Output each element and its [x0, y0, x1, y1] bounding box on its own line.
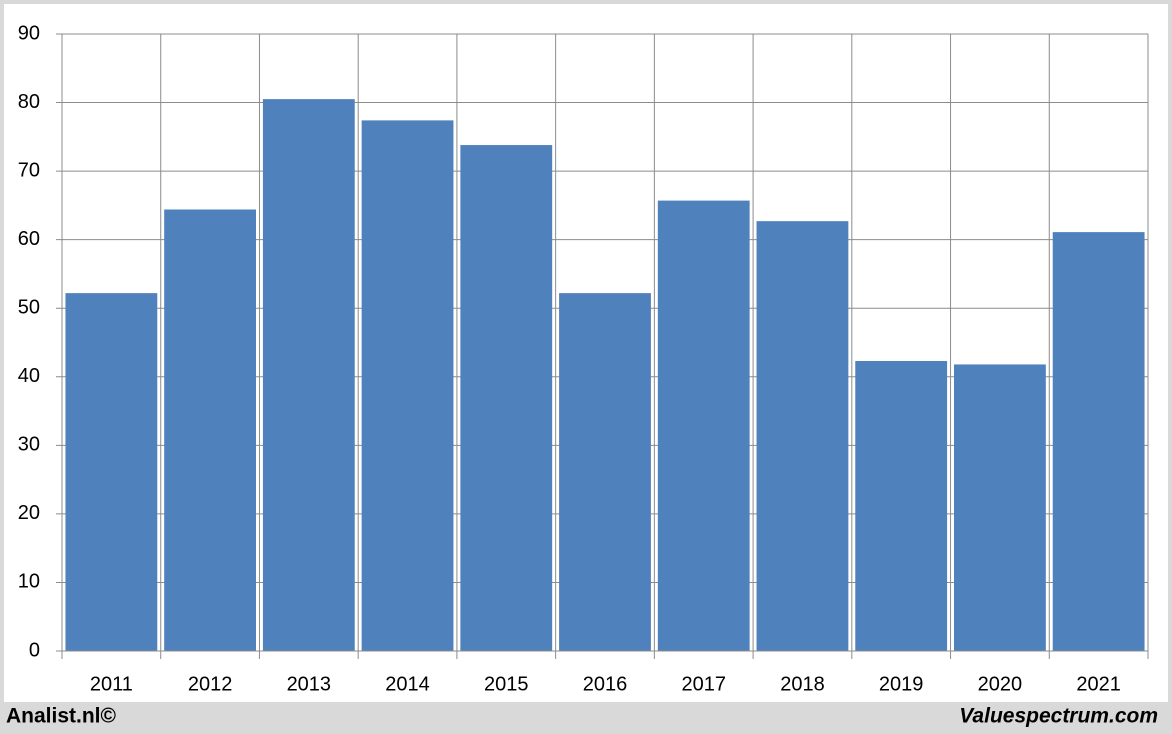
bar [262, 99, 355, 651]
footer-left: Analist.nl© [6, 705, 117, 728]
x-tick-label: 2019 [879, 673, 924, 695]
y-tick-label: 20 [18, 502, 40, 524]
bar [855, 361, 948, 651]
bar [65, 293, 158, 651]
x-tick-label: 2013 [287, 673, 332, 695]
y-tick-label: 60 [18, 228, 40, 250]
y-tick-label: 10 [18, 571, 40, 593]
y-tick-label: 50 [18, 297, 40, 319]
y-tick-label: 90 [18, 22, 40, 44]
x-tick-label: 2011 [90, 673, 133, 695]
bar [361, 120, 454, 651]
bar [164, 209, 256, 651]
x-tick-label: 2020 [978, 673, 1023, 695]
bar [954, 364, 1046, 651]
bar [559, 293, 651, 651]
y-tick-label: 80 [18, 91, 40, 113]
y-tick-label: 70 [18, 159, 40, 181]
x-tick-label: 2021 [1076, 673, 1121, 695]
bar [460, 145, 553, 651]
y-tick-label: 40 [18, 365, 40, 387]
x-tick-label: 2014 [385, 673, 430, 695]
bar [657, 200, 750, 651]
bar [1052, 232, 1145, 651]
x-tick-label: 2018 [780, 673, 825, 695]
x-tick-label: 2017 [681, 673, 726, 695]
x-tick-label: 2015 [484, 673, 529, 695]
x-tick-label: 2016 [583, 673, 628, 695]
y-tick-label: 30 [18, 434, 40, 456]
footer-right: Valuespectrum.com [959, 705, 1158, 728]
x-tick-label: 2012 [188, 673, 233, 695]
y-tick-label: 0 [29, 639, 40, 661]
bar [756, 221, 849, 651]
